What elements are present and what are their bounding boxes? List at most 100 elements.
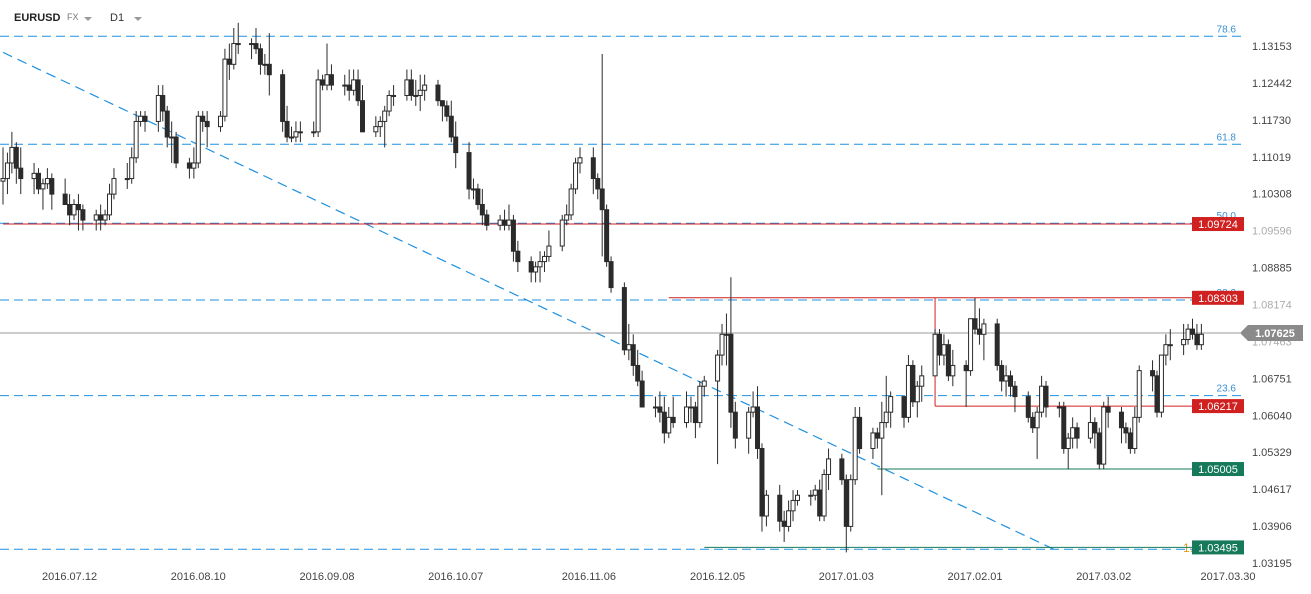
candle-body (1030, 416, 1036, 429)
candle-body (13, 146, 19, 169)
candle-body (666, 416, 672, 434)
candle-body (994, 323, 1000, 366)
candle-body (404, 79, 410, 96)
candle-body (4, 162, 10, 180)
candle-body (1074, 427, 1080, 439)
candle-body (857, 416, 863, 450)
x-tick-label: 2016.07.12 (42, 571, 97, 583)
x-tick-label: 2017.02.01 (947, 571, 1002, 583)
candle-body (790, 499, 796, 512)
price-level-badge (1192, 290, 1244, 305)
market-label[interactable]: FX (67, 12, 79, 22)
candle-body (1123, 427, 1129, 434)
candle-body (138, 115, 144, 122)
candle-body (723, 333, 729, 336)
candle-body (1198, 333, 1204, 346)
candle-body (346, 84, 352, 91)
candle-body (843, 479, 849, 527)
candle-body (577, 157, 583, 164)
candle-body (391, 94, 397, 97)
price-level-badge-label: 1.06217 (1198, 401, 1238, 413)
candle-body (1101, 406, 1107, 465)
candle-body (293, 131, 299, 138)
price-level-badge-label: 1.05005 (1198, 464, 1238, 476)
candle-body (444, 105, 450, 117)
current-price-badge (1240, 325, 1303, 342)
candle-body (697, 385, 703, 424)
symbol-label[interactable]: EURUSD (14, 12, 61, 24)
candle-body (408, 79, 414, 96)
candle-body (80, 209, 86, 221)
candle-body (1189, 328, 1195, 335)
price-level-badge-label: 1.08303 (1198, 293, 1238, 305)
candle-body (1105, 406, 1111, 413)
candle-body (266, 63, 272, 76)
x-tick-label: 2016.10.07 (428, 571, 483, 583)
candle-body (284, 120, 290, 138)
candle-body (484, 214, 490, 226)
candle-body (919, 375, 925, 387)
y-tick-label: 1.03906 (1252, 521, 1292, 533)
candle-body (510, 219, 516, 252)
candle-body (608, 261, 614, 289)
candle-body (453, 136, 459, 154)
candle-body (355, 79, 361, 102)
candle-body (1181, 338, 1187, 346)
timeframe-dropdown-chevron-icon[interactable] (134, 17, 142, 21)
candle-body (448, 115, 454, 138)
candle-body (1061, 406, 1067, 450)
y-tick-label: 1.04617 (1252, 484, 1292, 496)
candle-body (217, 115, 223, 128)
candle-body (910, 364, 916, 403)
candle-body (759, 448, 765, 517)
price-level-badge (1192, 462, 1244, 477)
candle-body (502, 219, 508, 226)
x-tick-label: 2017.03.30 (1200, 571, 1255, 583)
y-tick-label: 1.09596 (1252, 226, 1292, 238)
candle-body (142, 115, 148, 122)
candle-body (732, 411, 738, 439)
timeframe-label[interactable]: D1 (110, 12, 125, 24)
candle-body (848, 479, 854, 527)
y-tick-label: 1.11730 (1252, 115, 1291, 127)
candle-body (1087, 422, 1093, 439)
candle-body (945, 344, 951, 377)
candle-body (564, 214, 570, 221)
candle-body (257, 48, 263, 65)
candle-body (905, 364, 911, 418)
candle-body (981, 323, 987, 335)
fib-level-label: 50.0 (1217, 211, 1237, 222)
candle-body (191, 162, 197, 169)
price-level-badge (1192, 217, 1244, 232)
candle-body (546, 245, 552, 257)
candle-body (883, 411, 889, 424)
market-dropdown-chevron-icon[interactable] (84, 17, 92, 21)
candle-body (777, 494, 783, 522)
candle-body (1056, 406, 1062, 409)
candle-body (169, 136, 175, 139)
candle-body (31, 172, 37, 180)
candle-body (1096, 432, 1102, 465)
y-tick-label: 1.06751 (1252, 373, 1292, 385)
fib-level-label: 23.6 (1217, 384, 1237, 395)
candle-body (1043, 385, 1049, 408)
candle-body (342, 84, 348, 87)
candle-body (972, 318, 978, 330)
candle-body (1150, 370, 1156, 377)
candle-body (1012, 385, 1018, 398)
candle-body (231, 43, 237, 65)
candle-body (728, 333, 734, 413)
candle-body (537, 261, 543, 268)
candle-body (18, 167, 24, 180)
candle-body (590, 157, 596, 180)
candle-body (435, 84, 441, 102)
y-tick-label: 1.08885 (1252, 263, 1292, 275)
price-level-badge-label: 1.03495 (1198, 542, 1238, 554)
candle-body (1025, 396, 1031, 418)
candle-body (249, 43, 255, 46)
fib-level-label: 78.6 (1217, 24, 1237, 35)
candle-body (49, 178, 55, 195)
candle-body (652, 406, 658, 409)
candle-body (9, 146, 15, 164)
